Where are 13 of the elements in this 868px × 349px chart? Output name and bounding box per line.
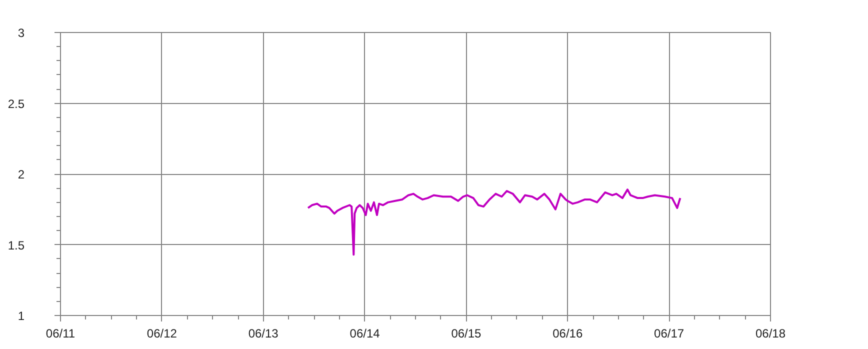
x-tick-label: 06/14 [350,326,380,340]
y-tick-label: 1.5 [8,238,25,252]
y-tick-label: 3 [18,26,25,40]
x-tick-label: 06/13 [248,326,279,340]
x-tick-label: 06/16 [552,326,583,340]
x-tick-label: 06/17 [654,326,684,340]
y-tick-label: 1 [18,309,25,323]
x-tick-label: 06/18 [755,326,786,340]
y-tick-label: 2.5 [8,96,25,111]
x-tick-label: 06/15 [451,326,482,340]
x-tick-label: 06/11 [46,326,76,340]
x-tick-label: 06/12 [146,326,178,340]
y-tick-label: 2 [18,168,25,182]
